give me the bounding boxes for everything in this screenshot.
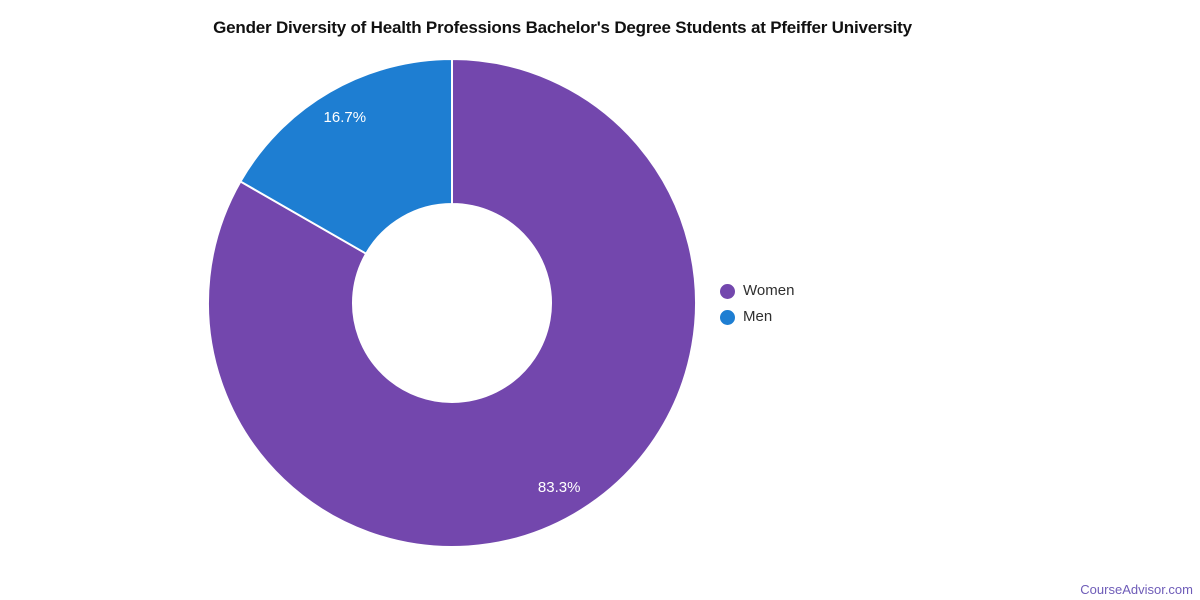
chart-title: Gender Diversity of Health Professions B… [213,18,912,37]
pie-slice-women[interactable] [207,58,697,548]
data-label-men: 16.7% [324,109,367,126]
pie-slice-men[interactable] [239,58,453,255]
legend-marker-women-icon [720,283,735,299]
courseadvisor-link[interactable]: CourseAdvisor.com [1080,582,1193,597]
legend-marker-men-icon [720,309,735,325]
legend-item-men[interactable]: Men [720,307,794,327]
donut-chart: 83.3% 16.7% [207,58,697,548]
legend: Women Men [720,281,794,327]
legend-item-women[interactable]: Women [720,281,794,301]
data-label-women: 83.3% [538,479,581,496]
legend-label-women: Women [743,282,795,299]
legend-label-men: Men [743,308,773,325]
